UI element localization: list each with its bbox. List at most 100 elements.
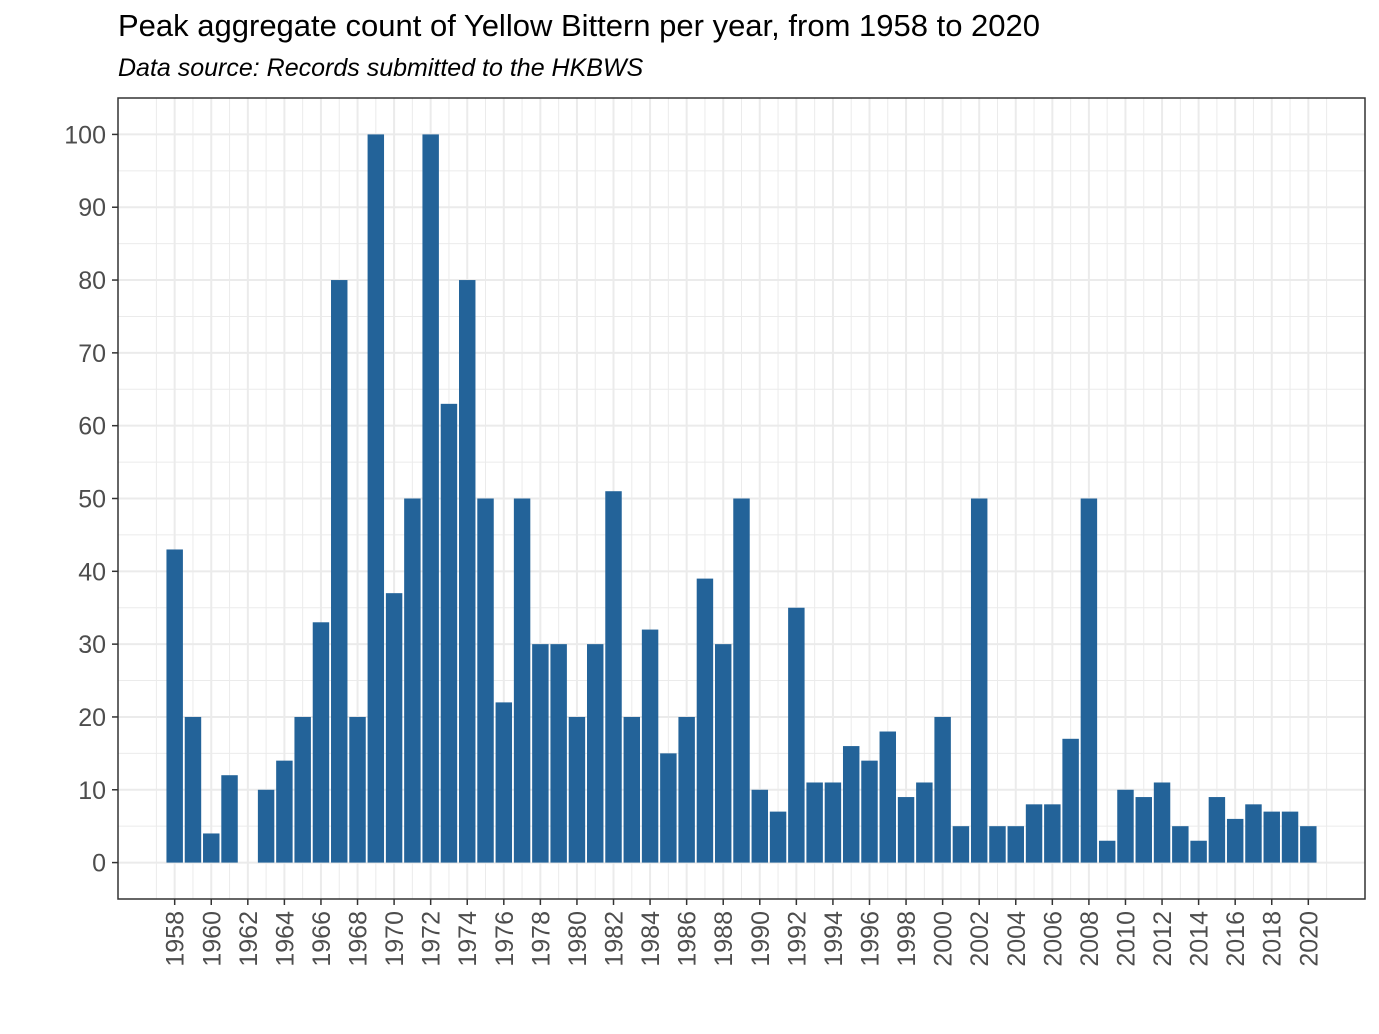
bar-1991 xyxy=(769,811,787,863)
bar-1997 xyxy=(879,731,897,863)
x-tick-label: 2016 xyxy=(1222,911,1250,967)
bar-1964 xyxy=(276,760,293,863)
x-tick-label: 1974 xyxy=(454,911,482,967)
bar-1984 xyxy=(641,629,659,863)
bar-2006 xyxy=(1044,804,1061,863)
x-tick-label: 1998 xyxy=(893,911,921,967)
bar-1960 xyxy=(203,833,220,863)
bar-2020 xyxy=(1300,826,1317,863)
bar-1983 xyxy=(623,716,641,863)
bar-1971 xyxy=(404,498,421,863)
x-tick-label: 1964 xyxy=(271,911,299,967)
bar-2010 xyxy=(1117,789,1134,863)
y-tick-label: 60 xyxy=(78,413,106,441)
y-tick-label: 10 xyxy=(78,777,106,805)
y-tick-label: 50 xyxy=(78,486,106,514)
y-tick-label: 70 xyxy=(78,340,106,368)
x-tick-label: 1972 xyxy=(418,911,446,967)
bar-1963 xyxy=(257,789,275,863)
x-tick-label: 1980 xyxy=(564,911,592,967)
x-tick-label: 1994 xyxy=(820,911,848,967)
bar-1980 xyxy=(568,716,586,863)
x-tick-label: 2020 xyxy=(1295,911,1323,967)
y-tick-label: 90 xyxy=(78,194,106,222)
bar-1989 xyxy=(733,498,750,863)
chart-title: Peak aggregate count of Yellow Bittern p… xyxy=(118,8,1041,43)
chart-subtitle: Data source: Records submitted to the HK… xyxy=(118,54,644,82)
bar-2014 xyxy=(1190,840,1207,863)
bar-1992 xyxy=(788,607,805,863)
bar-2000 xyxy=(934,716,951,863)
bar-1975 xyxy=(477,498,494,863)
bar-1967 xyxy=(331,280,348,863)
x-tick-label: 1976 xyxy=(491,911,519,967)
x-tick-label: 1996 xyxy=(856,911,884,967)
y-tick-label: 100 xyxy=(64,121,106,149)
y-tick-label: 0 xyxy=(92,850,106,878)
bar-2007 xyxy=(1062,738,1079,863)
bar-1979 xyxy=(550,644,567,863)
bar-1968 xyxy=(349,716,366,863)
bar-1988 xyxy=(714,644,732,863)
bar-2016 xyxy=(1226,818,1244,863)
bar-1981 xyxy=(586,644,604,863)
bar-2015 xyxy=(1208,797,1226,863)
bar-1985 xyxy=(660,753,677,863)
x-tick-label: 1984 xyxy=(637,911,665,967)
x-tick-label: 2014 xyxy=(1186,911,1214,967)
x-tick-label: 1958 xyxy=(162,911,190,967)
bar-1961 xyxy=(221,775,238,863)
x-tick-label: 1960 xyxy=(198,911,226,967)
bar-1977 xyxy=(513,498,531,863)
x-tick-label: 1988 xyxy=(710,911,738,967)
y-tick-label: 40 xyxy=(78,558,106,586)
x-tick-label: 1986 xyxy=(674,911,702,967)
bar-1970 xyxy=(385,593,403,863)
bar-2004 xyxy=(1007,826,1024,863)
bar-2011 xyxy=(1135,797,1152,863)
bar-1998 xyxy=(897,797,915,863)
x-tick-label: 2008 xyxy=(1076,911,1104,967)
bar-2002 xyxy=(970,498,988,863)
bar-1958 xyxy=(166,549,183,863)
y-tick-label: 30 xyxy=(78,631,106,659)
bar-1959 xyxy=(184,716,202,863)
x-tick-label: 2006 xyxy=(1039,911,1067,967)
x-tick-label: 1962 xyxy=(235,911,263,967)
bar-2005 xyxy=(1025,804,1043,863)
x-tick-label: 2000 xyxy=(930,911,958,967)
bar-1982 xyxy=(605,491,622,863)
x-tick-label: 2012 xyxy=(1149,911,1177,967)
bar-1999 xyxy=(916,782,933,863)
bar-1996 xyxy=(861,760,878,863)
y-tick-label: 80 xyxy=(78,267,106,295)
bar-1993 xyxy=(806,782,823,863)
bar-1994 xyxy=(824,782,842,863)
bar-1986 xyxy=(678,716,695,863)
bar-1965 xyxy=(294,716,311,863)
x-tick-label: 2018 xyxy=(1259,911,1287,967)
bar-1976 xyxy=(495,702,513,863)
bar-1966 xyxy=(312,622,330,863)
x-tick-label: 2002 xyxy=(966,911,994,967)
x-tick-label: 1992 xyxy=(783,911,811,967)
bar-1990 xyxy=(751,789,769,863)
bar-1995 xyxy=(842,746,860,863)
bar-1972 xyxy=(422,134,439,863)
x-tick-label: 1990 xyxy=(747,911,775,967)
bar-1969 xyxy=(367,134,385,863)
bar-2009 xyxy=(1098,840,1116,863)
bar-2003 xyxy=(989,826,1006,863)
x-tick-label: 1978 xyxy=(527,911,555,967)
bar-2017 xyxy=(1245,804,1262,863)
bar-2001 xyxy=(952,826,970,863)
y-tick-label: 20 xyxy=(78,704,106,732)
x-tick-label: 1968 xyxy=(345,911,373,967)
x-tick-label: 2004 xyxy=(1003,911,1031,967)
bar-2012 xyxy=(1153,782,1171,863)
bar-2008 xyxy=(1080,498,1098,863)
bar-1974 xyxy=(459,280,476,863)
bar-2019 xyxy=(1281,811,1299,863)
bar-1987 xyxy=(696,578,714,863)
